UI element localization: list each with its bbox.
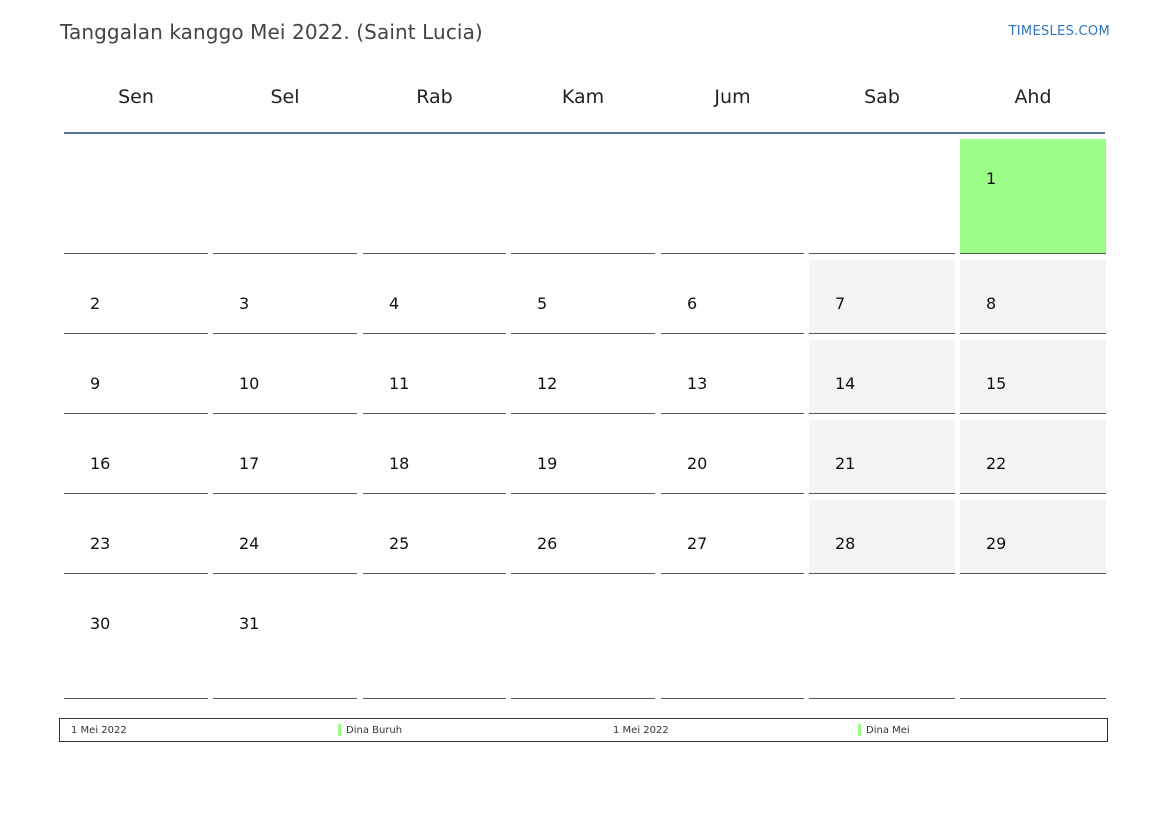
day-number: 4 <box>389 294 400 313</box>
empty-day-cell <box>363 139 506 254</box>
empty-day-cell <box>809 580 955 699</box>
legend-holiday-name: Dina Buruh <box>346 725 403 736</box>
calendar-week-row: 2 3 4 5 6 7 8 <box>64 260 1106 334</box>
holiday-legend: 1 Mei 2022 Dina Buruh 1 Mei 2022 Dina Me… <box>59 718 1108 742</box>
calendar-week-row: 30 31 <box>64 580 1106 699</box>
day-number: 23 <box>90 534 111 553</box>
day-number: 31 <box>239 614 260 633</box>
empty-day-cell <box>64 139 208 254</box>
day-cell[interactable]: 26 <box>511 500 655 574</box>
weekday-header: Kam <box>561 86 605 108</box>
day-number: 24 <box>239 534 260 553</box>
holiday-swatch <box>338 724 341 736</box>
day-cell[interactable]: 14 <box>809 340 955 414</box>
day-number: 25 <box>389 534 410 553</box>
day-number: 10 <box>239 374 260 393</box>
empty-day-cell <box>363 580 506 699</box>
day-number: 18 <box>389 454 410 473</box>
day-cell[interactable]: 11 <box>363 340 506 414</box>
day-cell[interactable]: 31 <box>213 580 357 699</box>
day-cell[interactable]: 15 <box>960 340 1106 414</box>
day-cell[interactable]: 9 <box>64 340 208 414</box>
holiday-swatch <box>858 724 861 736</box>
day-cell[interactable]: 25 <box>363 500 506 574</box>
day-cell[interactable]: 1 <box>960 139 1106 254</box>
empty-day-cell <box>213 139 357 254</box>
day-cell[interactable]: 29 <box>960 500 1106 574</box>
day-cell[interactable]: 8 <box>960 260 1106 334</box>
page-title: Tanggalan kanggo Mei 2022. (Saint Lucia) <box>60 20 483 44</box>
day-number: 14 <box>835 374 856 393</box>
day-number: 27 <box>687 534 708 553</box>
day-number: 7 <box>835 294 846 313</box>
empty-day-cell <box>960 580 1106 699</box>
day-cell[interactable]: 16 <box>64 420 208 494</box>
empty-day-cell <box>511 580 655 699</box>
day-number: 5 <box>537 294 548 313</box>
day-cell[interactable]: 3 <box>213 260 357 334</box>
legend-date: 1 Mei 2022 <box>613 725 669 736</box>
day-cell[interactable]: 24 <box>213 500 357 574</box>
day-number: 30 <box>90 614 111 633</box>
weekday-header: Sen <box>118 86 154 108</box>
empty-day-cell <box>809 139 955 254</box>
day-number: 1 <box>986 169 997 188</box>
day-cell[interactable]: 17 <box>213 420 357 494</box>
calendar-week-row: 1 <box>64 139 1106 254</box>
day-cell[interactable]: 13 <box>661 340 804 414</box>
day-number: 6 <box>687 294 698 313</box>
day-number: 19 <box>537 454 558 473</box>
day-cell[interactable]: 2 <box>64 260 208 334</box>
empty-day-cell <box>661 580 804 699</box>
day-number: 3 <box>239 294 250 313</box>
day-number: 21 <box>835 454 856 473</box>
brand-link[interactable]: TIMESLES.COM <box>1008 24 1110 39</box>
day-number: 13 <box>687 374 708 393</box>
day-cell[interactable]: 20 <box>661 420 804 494</box>
day-number: 22 <box>986 454 1007 473</box>
legend-date: 1 Mei 2022 <box>71 725 127 736</box>
day-number: 11 <box>389 374 410 393</box>
day-number: 2 <box>90 294 101 313</box>
day-number: 29 <box>986 534 1007 553</box>
day-number: 15 <box>986 374 1007 393</box>
day-cell[interactable]: 12 <box>511 340 655 414</box>
day-cell[interactable]: 19 <box>511 420 655 494</box>
legend-holiday-name: Dina Mei <box>866 725 910 736</box>
calendar-grid: Sen Sel Rab Kam Jum Sab Ahd 1 2 3 4 5 6 7 8 9 10 1… <box>64 62 1106 699</box>
calendar-week-row: 16 17 18 19 20 21 22 <box>64 420 1106 494</box>
weekday-header-row: Sen Sel Rab Kam Jum Sab Ahd <box>64 62 1105 134</box>
empty-day-cell <box>511 139 655 254</box>
calendar-weeks: 1 2 3 4 5 6 7 8 9 10 11 12 13 14 15 16 17 18 19 20 21 22 23 24 2… <box>64 139 1106 699</box>
calendar-week-row: 23 24 25 26 27 28 29 <box>64 500 1106 574</box>
day-number: 16 <box>90 454 111 473</box>
day-cell[interactable]: 7 <box>809 260 955 334</box>
day-cell[interactable]: 22 <box>960 420 1106 494</box>
day-cell[interactable]: 18 <box>363 420 506 494</box>
day-number: 20 <box>687 454 708 473</box>
day-cell[interactable]: 27 <box>661 500 804 574</box>
day-cell[interactable]: 10 <box>213 340 357 414</box>
day-number: 8 <box>986 294 997 313</box>
day-cell[interactable]: 28 <box>809 500 955 574</box>
day-cell[interactable]: 6 <box>661 260 804 334</box>
empty-day-cell <box>661 139 804 254</box>
weekday-header: Rab <box>416 86 453 108</box>
weekday-header: Jum <box>714 86 751 108</box>
day-cell[interactable]: 23 <box>64 500 208 574</box>
weekday-header: Sel <box>270 86 300 108</box>
day-number: 17 <box>239 454 260 473</box>
day-cell[interactable]: 30 <box>64 580 208 699</box>
day-cell[interactable]: 5 <box>511 260 655 334</box>
day-number: 26 <box>537 534 558 553</box>
calendar-week-row: 9 10 11 12 13 14 15 <box>64 340 1106 414</box>
day-number: 28 <box>835 534 856 553</box>
day-cell[interactable]: 4 <box>363 260 506 334</box>
day-number: 9 <box>90 374 101 393</box>
day-number: 12 <box>537 374 558 393</box>
day-cell[interactable]: 21 <box>809 420 955 494</box>
weekday-header: Ahd <box>1014 86 1052 108</box>
weekday-header: Sab <box>864 86 900 108</box>
